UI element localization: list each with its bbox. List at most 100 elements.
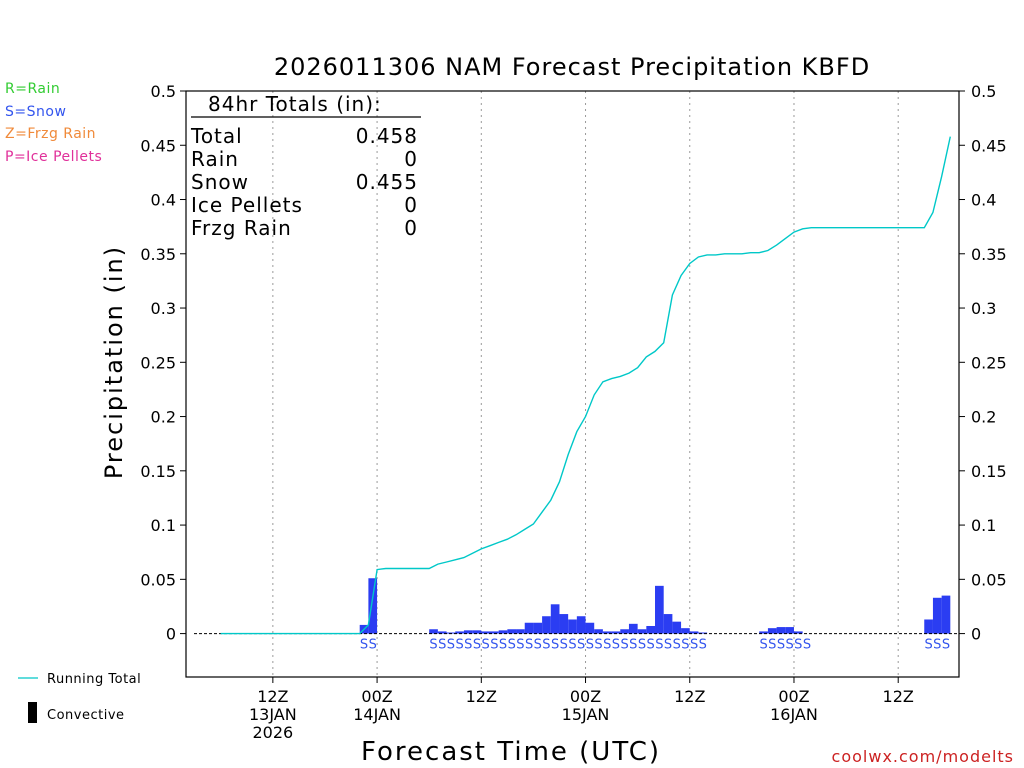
convective-legend-swatch — [28, 702, 37, 723]
ptype-marker: S — [647, 638, 655, 653]
y-tick-label-right: 0.15 — [971, 462, 1007, 481]
precip-bar — [507, 629, 517, 634]
precip-bar — [759, 631, 768, 634]
x-tick-label: 2026 — [252, 723, 293, 742]
ptype-marker: S — [534, 638, 542, 653]
y-tick-label-left: 0.5 — [151, 82, 176, 101]
chart-title: 2026011306 NAM Forecast Precipitation KB… — [274, 53, 870, 81]
precip-bar — [455, 631, 464, 634]
ptype-marker: S — [508, 638, 516, 653]
precip-bar — [550, 604, 560, 634]
ptype-marker: S — [699, 638, 707, 653]
precip-bar — [429, 629, 438, 634]
precip-bar — [793, 631, 803, 634]
y-tick-label-left: 0.4 — [151, 191, 176, 210]
ptype-marker: S — [447, 638, 455, 653]
ptype-marker: S — [473, 638, 481, 653]
precip-bar — [611, 631, 621, 634]
convective-legend-label: Convective — [47, 708, 125, 723]
y-axis-label: Precipitation (in) — [100, 245, 128, 479]
ptype-marker: S — [360, 638, 368, 653]
running-total-legend-label: Running Total — [47, 672, 141, 687]
ptype-marker: S — [942, 638, 950, 653]
ptype-marker: S — [499, 638, 507, 653]
ptype-marker: S — [794, 638, 802, 653]
y-tick-label-left: 0.35 — [140, 245, 176, 264]
totals-row-value: 0 — [404, 147, 418, 171]
totals-row-name: Total — [191, 124, 243, 148]
legend-frzg-rain: Z=Frzg Rain — [5, 126, 97, 142]
ptype-marker: S — [786, 638, 794, 653]
ptype-marker: S — [603, 638, 611, 653]
bar-layer — [359, 578, 951, 634]
y-tick-label-right: 0.1 — [971, 516, 996, 535]
label-layer: 0 00.05 0.050.1 0.10.15 0.150.2 0.20.25 0.250.… — [140, 82, 1006, 742]
precip-bar — [498, 630, 508, 634]
legend-snow: S=Snow — [5, 104, 67, 120]
ptype-marker: S — [803, 638, 811, 653]
precip-bar — [698, 632, 708, 634]
legend-rain: R=Rain — [5, 81, 61, 97]
x-tick-label: 12Z — [466, 687, 497, 706]
precip-bar — [628, 623, 638, 634]
totals-row-value: 0.455 — [355, 170, 418, 194]
precip-bar — [481, 631, 490, 634]
ptype-marker: S — [768, 638, 776, 653]
ptype-marker: S — [525, 638, 533, 653]
precip-bar — [689, 631, 699, 634]
ptype-marker: S — [568, 638, 576, 653]
ptype-marker: S — [664, 638, 672, 653]
ptype-marker: S — [681, 638, 689, 653]
precip-bar — [776, 627, 786, 634]
grid-layer — [272, 91, 899, 677]
precip-bar — [941, 595, 951, 634]
precip-bar — [785, 627, 794, 634]
precip-bar — [489, 631, 499, 634]
precip-bar — [516, 629, 525, 634]
ptype-marker: S — [620, 638, 628, 653]
y-tick-label-left: 0.3 — [151, 299, 176, 318]
ptype-marker: S — [638, 638, 646, 653]
ptype-marker: S — [655, 638, 663, 653]
precip-bar — [681, 628, 690, 634]
y-tick-label-right: 0.2 — [971, 408, 996, 427]
precip-bar — [767, 628, 777, 634]
ptype-marker: S — [516, 638, 524, 653]
precip-bar — [524, 622, 534, 634]
totals-header: 84hr Totals (in): — [208, 92, 382, 116]
precip-bar — [620, 629, 629, 634]
totals-row-value: 0.458 — [355, 124, 418, 148]
plot-frame — [185, 90, 960, 678]
y-tick-label-right: 0 — [971, 625, 981, 644]
x-tick-label: 12Z — [674, 687, 705, 706]
ptype-marker: S — [369, 638, 377, 653]
ptype-marker: S — [490, 638, 498, 653]
ptype-marker: S — [482, 638, 490, 653]
precip-bar — [463, 630, 473, 634]
y-tick-label-right: 0.5 — [971, 82, 996, 101]
precip-bar — [602, 631, 612, 634]
x-tick-label: 13JAN — [249, 705, 297, 724]
precip-bar — [559, 614, 569, 634]
totals-row-name: Snow — [191, 170, 249, 194]
ptype-marker: S — [542, 638, 550, 653]
ptype-marker: S — [673, 638, 681, 653]
ptype-marker: S — [933, 638, 941, 653]
precip-bar — [932, 597, 942, 634]
precip-bar — [533, 622, 543, 634]
precip-bar — [672, 621, 682, 634]
y-tick-label-left: 0.2 — [151, 408, 176, 427]
x-tick-label: 00Z — [361, 687, 392, 706]
x-tick-label: 12Z — [257, 687, 288, 706]
precip-bar — [585, 622, 595, 634]
running-total-line — [220, 136, 951, 635]
precip-bar — [568, 619, 577, 634]
ptype-marker: S — [464, 638, 472, 653]
x-tick-label: 15JAN — [562, 705, 610, 724]
x-tick-label: 16JAN — [770, 705, 818, 724]
precip-bar — [924, 619, 933, 634]
y-tick-label-right: 0.25 — [971, 353, 1007, 372]
axis-layer — [180, 90, 965, 683]
precip-bar — [446, 632, 456, 634]
ptype-marker: S — [690, 638, 698, 653]
